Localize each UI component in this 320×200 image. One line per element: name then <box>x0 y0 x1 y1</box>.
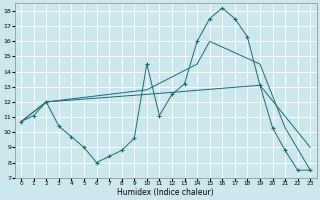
X-axis label: Humidex (Indice chaleur): Humidex (Indice chaleur) <box>117 188 214 197</box>
